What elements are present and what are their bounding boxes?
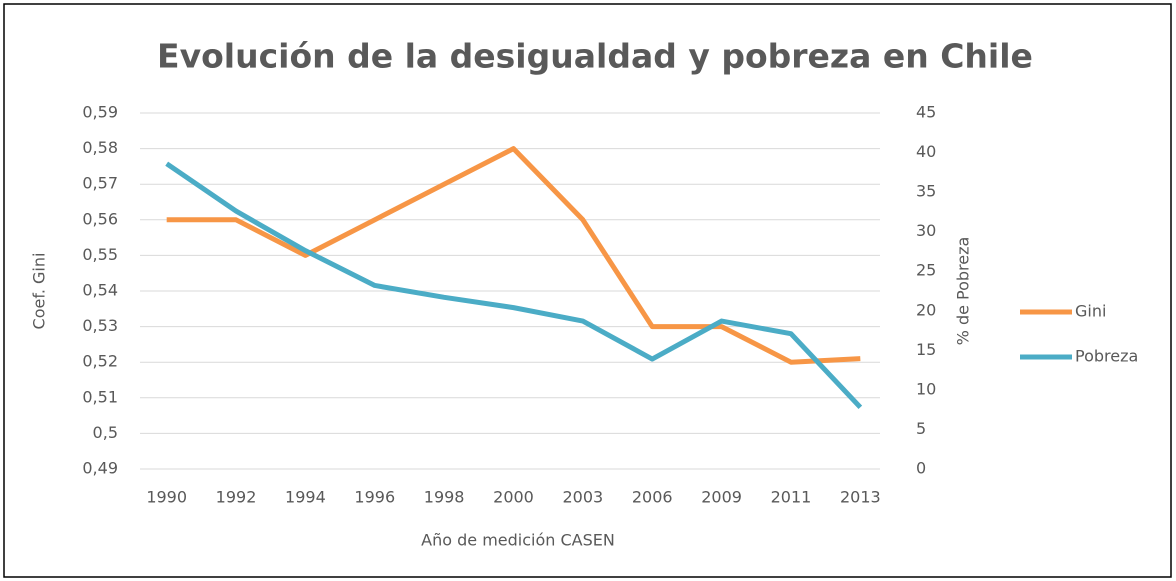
series-line [166, 146, 861, 365]
y-tick-label: 0,52 [82, 352, 118, 371]
y2-tick-label: 20 [916, 300, 936, 319]
y-tick-label: 0,53 [82, 316, 118, 335]
series-line [165, 161, 863, 410]
y-tick-label: 0,58 [82, 138, 118, 157]
y2-tick-label: 10 [916, 379, 936, 398]
y2-tick-label: 45 [916, 103, 936, 122]
x-tick-label: 1996 [354, 488, 395, 507]
legend-label: Pobreza [1075, 347, 1138, 366]
x-tick-label: 2011 [771, 488, 812, 507]
y-tick-label: 0,56 [82, 209, 118, 228]
x-tick-label: 1990 [146, 488, 187, 507]
y2-tick-label: 5 [916, 419, 926, 438]
x-axis-title: Año de medición CASEN [421, 531, 615, 550]
y-tick-label: 0,49 [82, 459, 118, 478]
y2-tick-label: 15 [916, 340, 936, 359]
y-tick-label: 0,5 [93, 423, 118, 442]
y2-tick-label: 30 [916, 221, 936, 240]
y2-tick-label: 40 [916, 142, 936, 161]
y-tick-label: 0,57 [82, 174, 118, 193]
chart-title: Evolución de la desigualdad y pobreza en… [157, 37, 1033, 76]
y2-tick-label: 25 [916, 261, 936, 280]
y-tick-label: 0,54 [82, 281, 118, 300]
x-tick-label: 1992 [216, 488, 257, 507]
y2-tick-label: 35 [916, 182, 936, 201]
y-axis-title: Coef. Gini [30, 253, 49, 330]
y-tick-label: 0,55 [82, 245, 118, 264]
y-tick-label: 0,59 [82, 103, 118, 122]
legend-label: Gini [1075, 302, 1106, 321]
x-tick-label: 2006 [632, 488, 673, 507]
y2-axis-title: % de Pobreza [954, 237, 973, 346]
x-tick-label: 2009 [701, 488, 742, 507]
x-tick-label: 2013 [840, 488, 881, 507]
x-tick-label: 1994 [285, 488, 326, 507]
y2-tick-label: 0 [916, 459, 926, 478]
x-tick-label: 1998 [424, 488, 465, 507]
y-tick-label: 0,51 [82, 387, 118, 406]
x-tick-label: 2000 [493, 488, 534, 507]
x-tick-label: 2003 [563, 488, 604, 507]
